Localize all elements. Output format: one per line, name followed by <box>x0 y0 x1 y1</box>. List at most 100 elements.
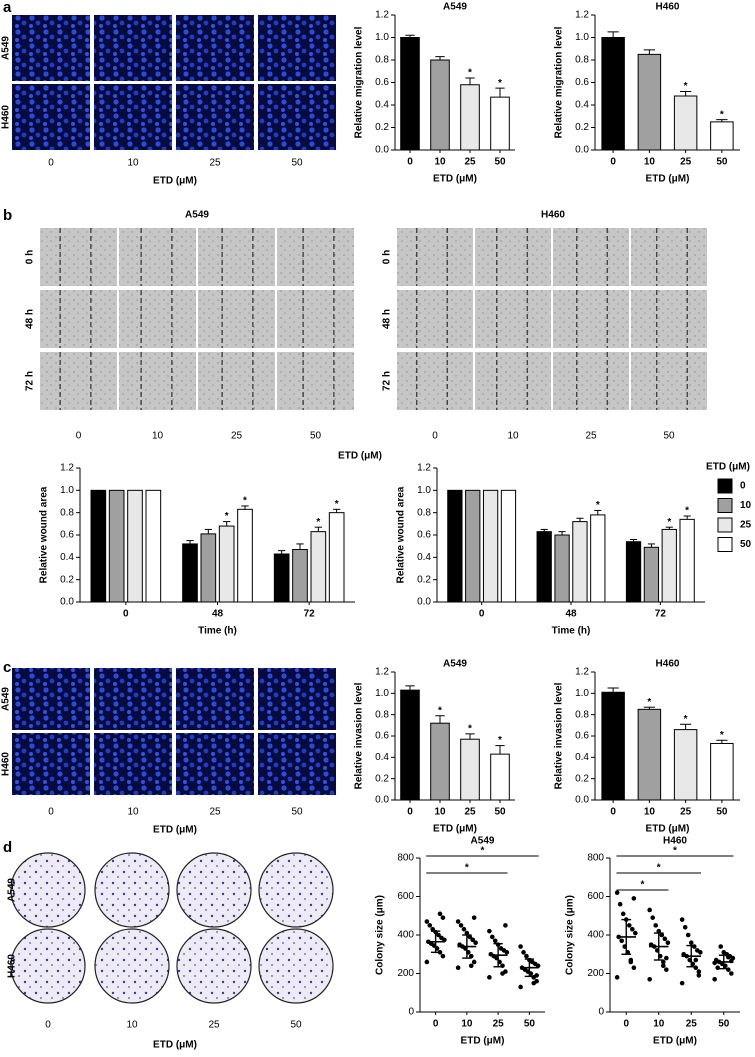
y-label: Relative wound area <box>396 486 407 583</box>
y-tick-label: 1.2 <box>375 10 389 21</box>
point <box>468 963 474 969</box>
x-tick-label: 50 <box>494 157 506 168</box>
y-tick-label: 400 <box>397 930 414 941</box>
point <box>524 953 529 959</box>
point <box>458 923 464 928</box>
sig-mark: * <box>438 705 442 716</box>
legend-label: 10 <box>740 500 752 511</box>
point <box>455 965 461 971</box>
point <box>531 980 537 986</box>
y-label: Relative invasion level <box>554 682 565 789</box>
y-label: Colony size (μm) <box>375 895 386 975</box>
col-label: 0 <box>48 807 54 818</box>
point <box>424 959 430 965</box>
y-tick-label: 0.8 <box>375 709 389 720</box>
point <box>626 923 632 928</box>
x-tick-label: 0 <box>407 807 413 818</box>
bar <box>273 553 290 603</box>
bar <box>218 525 235 603</box>
bar <box>673 729 698 801</box>
colony-dish <box>94 852 170 928</box>
point <box>650 915 655 920</box>
y-tick-label: 0.8 <box>60 507 74 518</box>
micrograph <box>631 290 707 348</box>
y-tick-label: 0.8 <box>417 507 431 518</box>
point <box>436 932 441 938</box>
x-label: ETD (μM) <box>653 1036 697 1047</box>
panel-letter: a <box>3 0 12 16</box>
bar <box>328 512 345 603</box>
bar <box>400 37 420 151</box>
panel-letter: c <box>3 659 11 676</box>
y-tick-label: 0.2 <box>575 122 589 133</box>
y-tick-label: 0.6 <box>417 530 431 541</box>
chart-title: A549 <box>443 2 467 13</box>
point <box>682 925 688 930</box>
bar <box>237 508 253 603</box>
x-tick-label: 25 <box>680 807 692 818</box>
y-tick-label: 0.8 <box>575 55 589 66</box>
sig-mark: * <box>720 109 724 120</box>
y-tick-label: 400 <box>587 930 604 941</box>
y-tick-label: 0.4 <box>60 552 74 563</box>
micrograph <box>12 15 90 81</box>
col-label: 25 <box>208 1020 220 1031</box>
col-label: 25 <box>585 431 597 442</box>
col-label: 50 <box>663 431 675 442</box>
panel-letter: b <box>3 207 12 224</box>
bar <box>145 489 162 603</box>
row-label: H460 <box>1 752 12 776</box>
micrograph <box>40 352 117 410</box>
sig-mark: * <box>465 863 469 874</box>
chart-title: A549 <box>443 659 467 670</box>
sig-mark: * <box>684 81 688 92</box>
y-tick-label: 1.2 <box>575 10 589 21</box>
x-tick-label: 25 <box>493 1019 505 1030</box>
legend-label: 50 <box>740 539 752 550</box>
chart-title: A549 <box>471 836 495 847</box>
y-tick-label: 0.6 <box>375 731 389 742</box>
y-tick-label: 0.2 <box>375 122 389 133</box>
micrograph <box>176 84 254 150</box>
y-tick-label: 0.2 <box>575 773 589 784</box>
x-tick-label: 50 <box>716 807 728 818</box>
x-tick-label: 25 <box>680 157 692 168</box>
x-tick-label: 48 <box>212 609 224 620</box>
micrograph <box>277 352 354 410</box>
micrograph <box>94 733 172 795</box>
y-label: Relative migration level <box>354 26 365 138</box>
y-tick-label: 1.0 <box>60 485 74 496</box>
y-tick-label: 600 <box>397 891 414 902</box>
micrograph <box>12 84 90 150</box>
micrograph <box>119 352 196 410</box>
point <box>620 911 626 917</box>
row-label: H460 <box>7 954 18 978</box>
col-label: 25 <box>209 807 221 818</box>
y-tick-label: 800 <box>397 853 414 864</box>
sig-mark: * <box>243 496 247 507</box>
x-tick-label: 25 <box>464 157 476 168</box>
point <box>712 976 717 982</box>
bar <box>182 543 198 603</box>
bar <box>108 489 125 603</box>
bar <box>637 708 662 801</box>
y-tick-label: 0.0 <box>60 597 74 608</box>
bar <box>127 489 143 603</box>
point <box>473 940 478 945</box>
point <box>518 944 523 949</box>
micrograph <box>258 84 336 150</box>
row-label: A549 <box>1 687 12 711</box>
sig-mark: * <box>673 846 677 857</box>
point <box>661 963 666 969</box>
micrograph <box>277 290 354 348</box>
legend-label: 0 <box>740 481 746 492</box>
point <box>619 938 624 944</box>
point <box>715 965 720 971</box>
x-label: ETD (μM) <box>646 174 690 185</box>
y-tick-label: 1.0 <box>375 32 389 43</box>
micrograph <box>12 668 90 730</box>
x-tick-label: 0 <box>407 157 413 168</box>
chart-title: H460 <box>663 836 687 847</box>
point <box>534 973 539 978</box>
point <box>729 971 734 976</box>
